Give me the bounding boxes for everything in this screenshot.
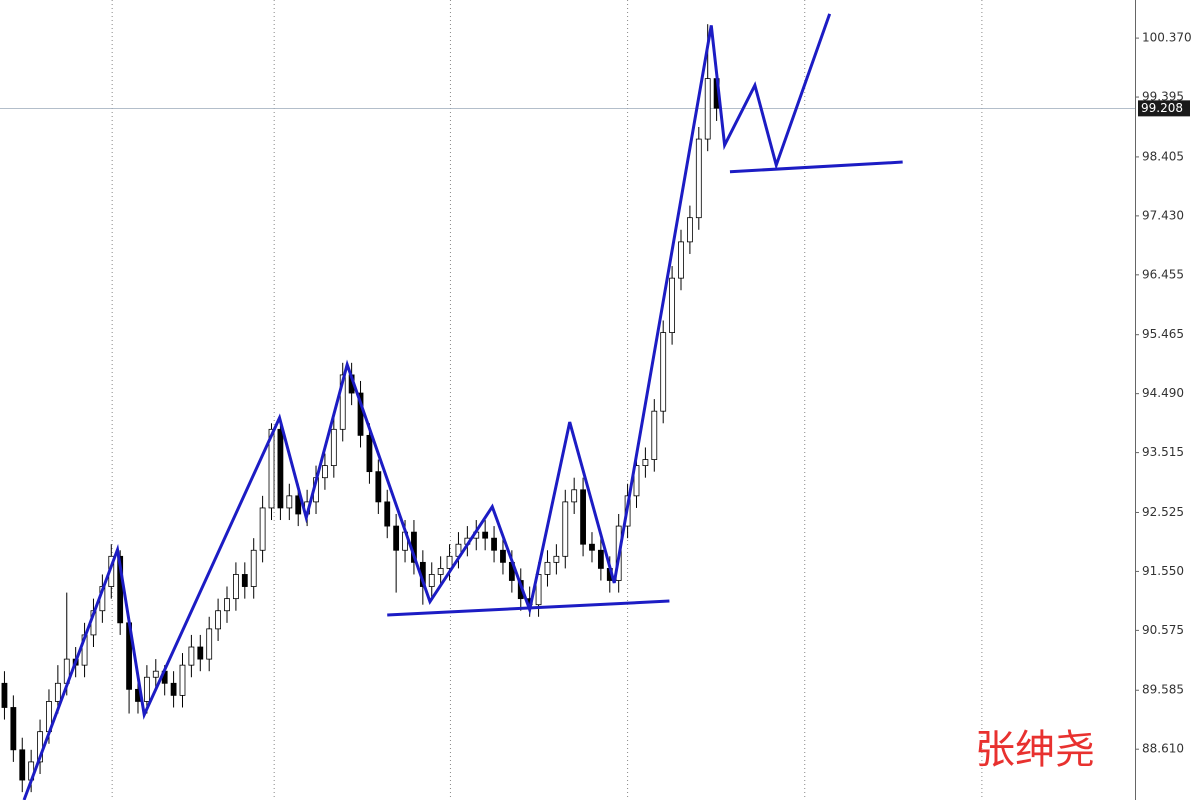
candle-body [571, 489, 578, 503]
candle-body [10, 707, 17, 751]
y-tick-label: 98.405 [1142, 149, 1184, 163]
candle-body [197, 646, 204, 660]
y-tick-label: 93.515 [1142, 445, 1184, 459]
candle-body [553, 555, 560, 563]
candle-body [393, 525, 400, 551]
trend-line [387, 599, 670, 617]
trend-line [729, 160, 903, 174]
candle-body [544, 561, 551, 575]
candle-body [233, 574, 239, 600]
y-tick-label: 94.490 [1142, 386, 1184, 400]
candle-body [143, 676, 150, 702]
candle-body [651, 410, 658, 460]
candle-body [170, 682, 177, 696]
y-tick-label: 96.455 [1142, 267, 1184, 281]
y-tick-label: 97.430 [1142, 208, 1184, 222]
candle-body [687, 217, 693, 243]
candle-body [482, 531, 489, 539]
candle-body [277, 428, 284, 509]
candle-body [562, 501, 569, 557]
last-price-label: 99.208 [1141, 101, 1183, 115]
candle-body [704, 78, 711, 140]
candle-body [322, 465, 328, 479]
candle-body [250, 549, 257, 587]
candle-body [224, 598, 230, 612]
y-tick-label: 90.575 [1142, 623, 1184, 637]
candle-body [286, 495, 293, 509]
y-tick-label: 100.370 [1142, 31, 1192, 45]
y-tick-label: 95.465 [1142, 327, 1184, 341]
watermark: 张绅尧 [975, 727, 1095, 773]
candle-body [589, 543, 595, 551]
candle-body [384, 501, 391, 527]
candle-body [428, 574, 435, 587]
candle-body [179, 664, 186, 696]
candle-body [695, 138, 702, 219]
y-tick-label: 88.610 [1142, 742, 1184, 756]
candle-body [597, 549, 604, 569]
candle-body [259, 507, 266, 551]
y-tick-label: 99.395 [1142, 90, 1184, 104]
candle-body [669, 277, 675, 333]
last-price-box [1138, 100, 1190, 117]
candle-body [241, 574, 248, 587]
candle-body [215, 610, 221, 630]
candle-body [491, 537, 497, 551]
candle-body [446, 555, 453, 569]
candle-body [268, 428, 275, 509]
candle-body [366, 434, 373, 473]
candle-body [152, 670, 159, 678]
candle-body [295, 495, 302, 515]
candle-body [330, 428, 337, 467]
y-tick-label: 91.550 [1142, 564, 1184, 578]
candle-body [375, 471, 382, 503]
candle-body [437, 568, 444, 575]
candle-body [678, 241, 684, 279]
candle-body [642, 459, 649, 467]
y-tick-label: 92.525 [1142, 505, 1184, 519]
candle-body [54, 682, 61, 702]
candle-body [188, 646, 195, 666]
candle-body [339, 374, 346, 430]
candle-body [633, 465, 640, 497]
y-tick-label: 89.585 [1142, 683, 1184, 697]
candle-body [206, 628, 213, 660]
candle-body [500, 549, 506, 563]
trend-line [22, 13, 832, 800]
candle-body [660, 332, 667, 412]
candle-body [19, 749, 26, 781]
candle-body [1, 682, 8, 708]
candle-body [580, 489, 586, 545]
